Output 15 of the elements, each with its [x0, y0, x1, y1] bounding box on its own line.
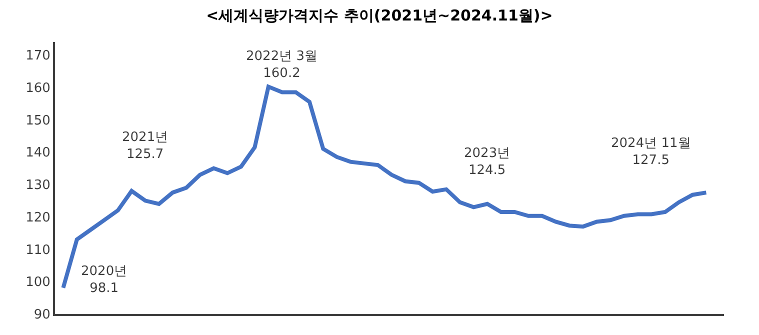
annotation: 2020년 98.1: [81, 264, 128, 296]
chart-title: <세계식량가격지수 추이(2021년~2024.11월)>: [206, 6, 553, 25]
y-tick-label: 160: [26, 80, 50, 96]
annotation: 2024년 11월 127.5: [611, 136, 691, 168]
y-tick-label: 90: [34, 308, 50, 323]
y-tick-label: 130: [26, 178, 50, 194]
y-tick-label: 110: [26, 242, 50, 258]
annotation: 2021년 125.7: [122, 130, 168, 162]
y-tick-label: 170: [26, 48, 50, 64]
y-tick-label: 120: [26, 210, 50, 226]
y-tick-label: 100: [26, 275, 50, 290]
y-tick-label: 150: [26, 113, 50, 128]
y-tick-label: 140: [26, 146, 50, 161]
annotation: 2022년 3월 160.2: [246, 49, 318, 81]
annotation: 2023년 124.5: [464, 146, 510, 178]
